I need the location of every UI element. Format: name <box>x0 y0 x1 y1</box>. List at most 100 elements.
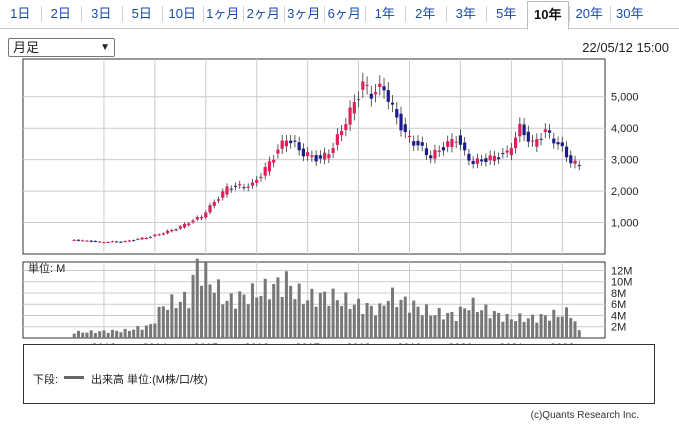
candle-body <box>297 142 301 151</box>
volume-bar <box>565 307 569 338</box>
price-tick-label: 5,000 <box>611 92 639 104</box>
volume-bar <box>161 306 165 338</box>
volume-bar <box>357 298 361 338</box>
volume-bar <box>573 321 577 338</box>
tab-5[interactable]: 1ヶ月 <box>202 0 244 28</box>
tab-14[interactable]: 20年 <box>569 0 610 28</box>
volume-bar <box>543 315 547 338</box>
tab-0[interactable]: 1日 <box>10 6 31 21</box>
volume-panel-frame <box>22 261 606 339</box>
volume-bar <box>208 284 212 338</box>
volume-bar <box>81 332 85 338</box>
candle-body <box>412 141 416 146</box>
candle-body <box>480 159 484 162</box>
volume-tick-label: 12M <box>611 265 632 277</box>
candle-body <box>106 242 110 244</box>
volume-bar <box>136 325 140 338</box>
candle-body <box>238 184 242 186</box>
volume-bar <box>93 333 97 338</box>
candle-body <box>382 86 386 91</box>
candle-body <box>450 138 454 148</box>
volume-bar <box>395 307 399 338</box>
x-tick-label: 2022 <box>550 342 574 344</box>
volume-bar <box>170 294 174 338</box>
volume-bar <box>505 314 509 338</box>
volume-bar <box>391 287 395 338</box>
candle-body <box>178 226 182 229</box>
candle-body <box>543 129 547 132</box>
volume-bar <box>297 283 301 338</box>
candle-body <box>85 240 89 242</box>
candle-body <box>390 102 395 105</box>
candle-body <box>339 131 344 136</box>
volume-bar <box>518 313 522 338</box>
volume-bar <box>102 330 106 338</box>
volume-bar <box>255 297 259 338</box>
candle-body <box>250 182 255 186</box>
tab-8[interactable]: 6ヶ月 <box>324 0 365 28</box>
volume-bar <box>306 300 310 338</box>
volume-bar <box>123 328 127 338</box>
candle-body <box>352 102 356 114</box>
volume-bar <box>361 313 365 338</box>
volume-legend-line <box>64 376 84 379</box>
tab-4[interactable]: 10日 <box>162 0 203 28</box>
volume-bar <box>569 317 573 338</box>
volume-bar <box>272 283 276 338</box>
volume-bar <box>229 293 233 338</box>
volume-bar <box>378 303 382 338</box>
x-tick-label: 2018 <box>346 342 370 344</box>
volume-bar <box>132 329 136 338</box>
volume-bar <box>488 318 492 338</box>
tab-15[interactable]: 30年 <box>609 0 651 28</box>
timestamp: 22/05/12 15:00 <box>582 40 669 55</box>
chart-type-select[interactable]: 月足 ▼ <box>8 38 115 57</box>
candle-body <box>573 160 577 164</box>
tab-10[interactable]: 2年 <box>405 0 446 28</box>
tab-2[interactable]: 3日 <box>81 0 122 28</box>
candle-body <box>208 205 212 213</box>
candle-body <box>119 241 123 243</box>
candle-body <box>407 135 412 138</box>
tab-6[interactable]: 2ヶ月 <box>243 0 284 28</box>
candle-body <box>284 140 289 147</box>
candle-body <box>301 148 305 157</box>
x-tick-label: 2015 <box>194 342 218 344</box>
candle-body <box>293 140 297 142</box>
volume-bar <box>76 330 80 338</box>
volume-bar <box>416 306 420 338</box>
volume-bar <box>314 306 318 338</box>
candle-body <box>140 237 144 240</box>
tab-9[interactable]: 1年 <box>364 0 406 28</box>
candle-body <box>488 155 492 161</box>
volume-bar <box>539 314 543 338</box>
candle-body <box>263 167 267 176</box>
candle-body <box>306 152 310 156</box>
tab-13[interactable]: 10年 <box>526 1 569 30</box>
tab-7[interactable]: 3ヶ月 <box>283 0 325 28</box>
volume-bar <box>556 316 560 338</box>
volume-bar <box>250 283 254 338</box>
candle-body <box>424 148 429 156</box>
candle-body <box>153 234 157 237</box>
tab-11[interactable]: 3年 <box>445 0 487 28</box>
tab-3[interactable]: 5日 <box>121 0 163 28</box>
candle-body <box>467 153 471 161</box>
candle-body <box>344 124 348 131</box>
candle-body <box>276 149 280 154</box>
volume-bar <box>454 321 458 338</box>
candle-body <box>454 141 458 143</box>
volume-bar <box>412 300 416 338</box>
volume-bar <box>429 315 433 338</box>
price-tick-label: 2,000 <box>611 186 639 198</box>
volume-bar <box>89 330 93 338</box>
candle-body <box>327 154 331 159</box>
candle-body <box>289 140 293 144</box>
tab-12[interactable]: 5年 <box>486 0 527 28</box>
volume-bar <box>318 292 322 338</box>
tab-1[interactable]: 2日 <box>40 0 82 28</box>
volume-bar <box>280 296 284 338</box>
volume-bar <box>374 315 378 338</box>
volume-bar <box>195 258 199 338</box>
candle-body <box>492 155 496 161</box>
